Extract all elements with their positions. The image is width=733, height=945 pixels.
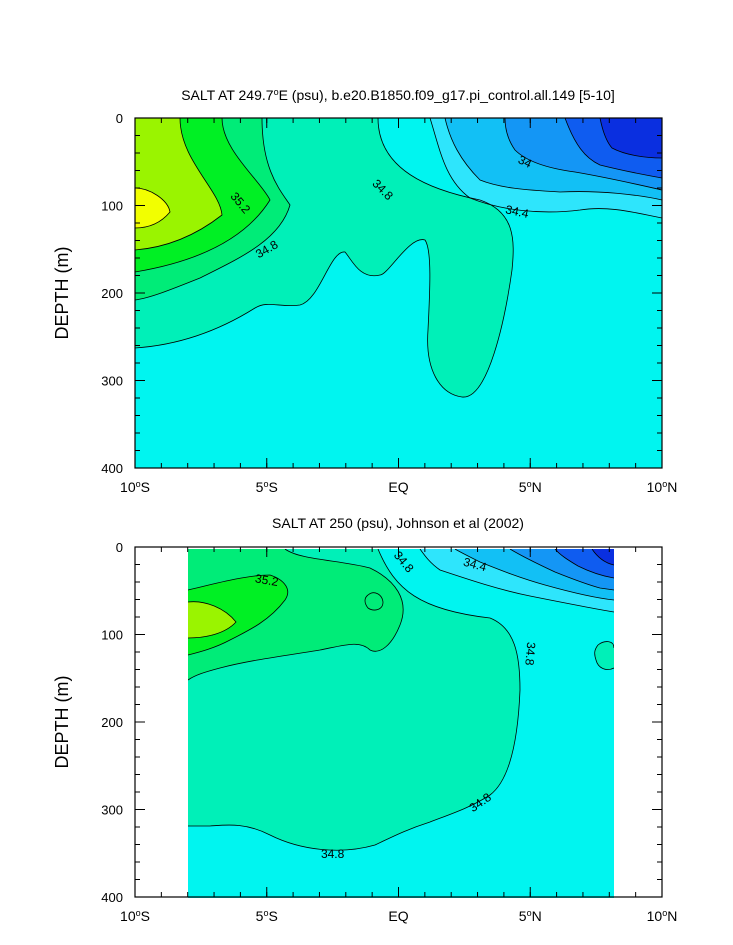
- panel-title: SALT AT 250 (psu), Johnson et al (2002): [272, 515, 524, 531]
- contour-fill: [188, 549, 614, 898]
- contour-line: [364, 592, 384, 611]
- y-tick-label: 0: [116, 540, 123, 555]
- contour-label: 34.4: [462, 555, 488, 575]
- y-axis-label: DEPTH (m): [52, 676, 72, 769]
- contour-line: [509, 549, 614, 591]
- contour-label: 35.2: [254, 571, 280, 589]
- y-tick-label: 200: [101, 286, 123, 301]
- region-35-4: [188, 601, 236, 638]
- axis-ticks: 0 100 200 300 400 10oS 5oS EQ 5oN 10oN: [101, 111, 677, 495]
- contour-line: [188, 549, 521, 851]
- contour-line: [454, 549, 614, 601]
- title-part: E (psu), b.e20.B1850.f09_g17.pi_control.…: [279, 87, 615, 103]
- region-35-6: [135, 188, 170, 228]
- region-34-8-east: [594, 641, 614, 670]
- contour-label: 34.8: [522, 642, 538, 667]
- x-tick-label: 10oS: [120, 908, 150, 924]
- contour-line: [591, 549, 614, 566]
- contour-line: [188, 574, 289, 656]
- contour-line: [188, 549, 404, 681]
- contour-line: [554, 549, 614, 579]
- region-33-6: [592, 549, 614, 565]
- y-tick-label: 100: [101, 199, 123, 214]
- x-tick-label: EQ: [388, 479, 408, 495]
- region-eddy: [365, 592, 383, 610]
- panel-observation: SALT AT 250 (psu), Johnson et al (2002): [52, 515, 677, 924]
- panel-title: SALT AT 249.7oE (psu), b.e20.B1850.f09_g…: [181, 87, 615, 103]
- title-part: SALT AT 249.7: [181, 87, 274, 103]
- contour-line: [594, 641, 614, 670]
- x-tick-label: 5oN: [519, 908, 542, 924]
- x-tick-label: 5oS: [256, 908, 278, 924]
- x-tick-label: 10oN: [647, 479, 678, 495]
- contour-line: [564, 118, 662, 179]
- contour-fill: [135, 118, 662, 468]
- y-tick-label: 200: [101, 715, 123, 730]
- contour-line: [599, 118, 662, 159]
- axis-ticks: 0 100 200 300 400 10oS 5oS EQ 5oN 10oN: [101, 540, 677, 924]
- contour-line: [135, 118, 223, 251]
- contour-line: [429, 118, 662, 219]
- contour-line: [135, 199, 514, 398]
- y-tick-label: 100: [101, 628, 123, 643]
- contour-line: [135, 118, 291, 301]
- contour-line: [135, 187, 171, 229]
- title-degree: o: [274, 87, 279, 97]
- contour-line: [188, 601, 237, 639]
- contour-label: 34.8: [321, 847, 345, 861]
- contour-line: [135, 118, 271, 273]
- contour-label: 34.4: [504, 202, 530, 221]
- x-tick-label: 10oS: [120, 479, 150, 495]
- x-tick-label: 5oN: [519, 479, 542, 495]
- y-tick-label: 400: [101, 890, 123, 905]
- y-axis-label: DEPTH (m): [52, 247, 72, 340]
- contour-label: 34: [516, 153, 534, 171]
- x-tick-label: 5oS: [256, 479, 278, 495]
- contour-line: [419, 549, 614, 613]
- contour-line: [377, 118, 481, 201]
- region-33-6: [600, 118, 662, 158]
- x-tick-label: 10oN: [647, 908, 678, 924]
- contour-line: [504, 118, 662, 191]
- title-part: SALT AT 250 (psu), Johnson et al (2002): [272, 515, 524, 531]
- y-tick-label: 400: [101, 461, 123, 476]
- y-tick-label: 300: [101, 374, 123, 389]
- y-tick-label: 0: [116, 111, 123, 126]
- panel-model: SALT AT 249.7oE (psu), b.e20.B1850.f09_g…: [52, 87, 677, 495]
- x-tick-label: EQ: [388, 908, 408, 924]
- y-tick-label: 300: [101, 803, 123, 818]
- contour-line: [444, 118, 662, 201]
